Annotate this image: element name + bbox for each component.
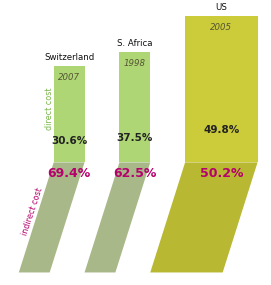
Polygon shape bbox=[185, 16, 257, 162]
Text: 62.5%: 62.5% bbox=[113, 167, 157, 180]
Polygon shape bbox=[54, 66, 85, 162]
Text: 2005: 2005 bbox=[210, 23, 232, 32]
Polygon shape bbox=[85, 162, 150, 272]
Polygon shape bbox=[19, 162, 85, 272]
Text: 49.8%: 49.8% bbox=[203, 125, 240, 135]
Text: 37.5%: 37.5% bbox=[117, 133, 153, 143]
Text: 69.4%: 69.4% bbox=[47, 167, 91, 180]
Text: 50.2%: 50.2% bbox=[199, 167, 243, 180]
Polygon shape bbox=[120, 52, 150, 162]
Text: S. Africa: S. Africa bbox=[117, 39, 153, 48]
Text: direct cost: direct cost bbox=[45, 87, 54, 130]
Text: US: US bbox=[215, 3, 227, 12]
Text: 1998: 1998 bbox=[124, 59, 146, 68]
Text: 30.6%: 30.6% bbox=[51, 136, 87, 146]
Text: 2007: 2007 bbox=[58, 73, 80, 82]
Text: indirect cost: indirect cost bbox=[21, 187, 45, 237]
Polygon shape bbox=[150, 162, 257, 272]
Text: Switzerland: Switzerland bbox=[44, 53, 94, 62]
